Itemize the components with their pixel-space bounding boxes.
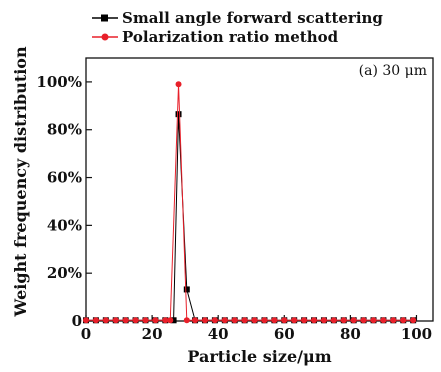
x-tick-label: 20 [142, 325, 163, 343]
data-point [410, 317, 417, 324]
data-point [92, 317, 99, 324]
data-point [360, 317, 367, 324]
series-1 [83, 111, 417, 324]
x-axis: 0 20 40 60 80 100 [81, 315, 432, 343]
x-tick-label: 60 [274, 325, 295, 343]
data-point [170, 317, 177, 324]
data-point [390, 317, 397, 324]
data-point [241, 317, 248, 324]
data-point [152, 317, 159, 324]
legend-label: Small angle forward scattering [122, 9, 383, 27]
series-layer [83, 81, 417, 324]
data-point [175, 111, 182, 118]
data-point [291, 317, 298, 324]
legend-label: Polarization ratio method [122, 28, 339, 46]
data-point [83, 317, 89, 324]
y-tick-label: 0 [72, 312, 82, 330]
data-point [330, 317, 337, 324]
data-point [281, 317, 288, 324]
series-line [86, 84, 414, 321]
data-point [221, 317, 228, 324]
legend-item: Small angle forward scattering [92, 9, 383, 27]
y-axis-title: Weight frequency distribution [11, 46, 30, 318]
series-line [86, 114, 414, 321]
x-tick-label: 80 [340, 325, 361, 343]
data-point [271, 317, 278, 324]
data-point [162, 317, 169, 324]
data-point [132, 317, 139, 324]
x-tick-label: 0 [81, 325, 91, 343]
y-axis: 0 20% 40% 60% 80% 100% [36, 73, 92, 330]
data-point [112, 317, 119, 324]
x-tick-label: 40 [208, 325, 229, 343]
data-point [400, 317, 407, 324]
data-point [340, 317, 347, 324]
data-point [175, 81, 182, 88]
data-point [142, 317, 149, 324]
y-tick-label: 80% [47, 121, 82, 139]
legend-marker [101, 14, 108, 22]
data-point [201, 317, 208, 324]
data-point [370, 317, 377, 324]
data-point [192, 317, 199, 324]
data-point [301, 317, 308, 324]
legend: Small angle forward scatteringPolarizati… [92, 9, 383, 46]
y-tick-label: 40% [47, 216, 82, 234]
data-point [102, 317, 109, 324]
data-point [311, 317, 318, 324]
y-tick-label: 20% [47, 264, 82, 282]
data-point [183, 286, 190, 293]
panel-annotation: (a) 30 μm [359, 63, 427, 79]
legend-item: Polarization ratio method [92, 28, 339, 46]
data-point [320, 317, 327, 324]
y-tick-label: 60% [47, 169, 82, 187]
y-tick-label: 100% [36, 73, 82, 91]
x-axis-title: Particle size/μm [187, 347, 331, 366]
series-2 [83, 81, 417, 324]
data-point [167, 317, 174, 324]
data-point [231, 317, 238, 324]
data-point [251, 317, 258, 324]
x-tick-label: 100 [401, 325, 432, 343]
data-point [261, 317, 268, 324]
data-point [183, 317, 190, 324]
data-point [211, 317, 218, 324]
legend-marker [101, 33, 109, 41]
data-point [122, 317, 129, 324]
data-point [350, 317, 357, 324]
data-point [380, 317, 387, 324]
plot-frame [85, 57, 434, 322]
